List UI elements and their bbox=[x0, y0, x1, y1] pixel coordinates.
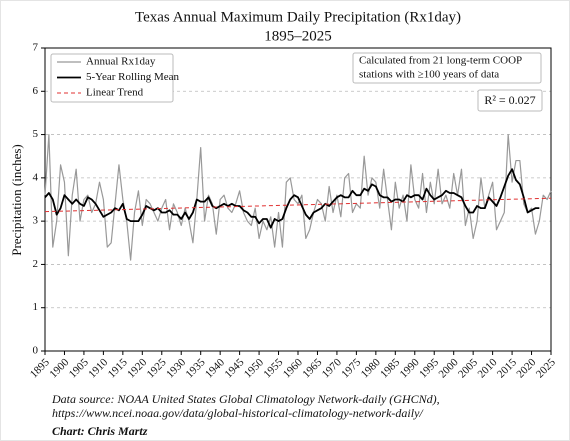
footer: Chart: Chris Martz bbox=[52, 424, 148, 438]
legend-box bbox=[50, 53, 174, 103]
y-tick-label: 7 bbox=[33, 42, 39, 54]
series-line bbox=[44, 197, 552, 213]
chart-subtitle: 1895–2025 bbox=[264, 28, 332, 44]
legend-label: Linear Trend bbox=[86, 87, 144, 99]
annotation: stations with ≥100 years of data bbox=[359, 69, 499, 81]
legend-label: 5-Year Rolling Mean bbox=[86, 71, 179, 83]
footer: Data source: NOAA United States Global C… bbox=[51, 392, 440, 406]
footer: https://www.ncei.noaa.gov/data/global-hi… bbox=[52, 406, 424, 420]
chart-title: Texas Annual Maximum Daily Precipitation… bbox=[135, 9, 461, 25]
r-squared: R² = 0.027 bbox=[484, 93, 535, 107]
annotation-box bbox=[352, 52, 542, 84]
y-tick-label: 2 bbox=[33, 258, 39, 270]
y-tick-label: 1 bbox=[33, 301, 39, 313]
series-line bbox=[44, 168, 540, 229]
y-tick-label: 0 bbox=[33, 345, 39, 357]
y-axis-label: Precipitation (inches) bbox=[9, 144, 24, 256]
y-tick-label: 3 bbox=[33, 215, 39, 227]
y-tick-label: 4 bbox=[33, 171, 39, 183]
legend-label: Annual Rx1day bbox=[86, 56, 156, 68]
annotation: Calculated from 21 long-term COOP bbox=[359, 55, 522, 67]
series-line bbox=[44, 133, 552, 261]
y-tick-label: 5 bbox=[33, 128, 39, 140]
y-tick-label: 6 bbox=[33, 85, 39, 97]
r2-box bbox=[477, 89, 543, 112]
plot-border bbox=[44, 47, 552, 352]
